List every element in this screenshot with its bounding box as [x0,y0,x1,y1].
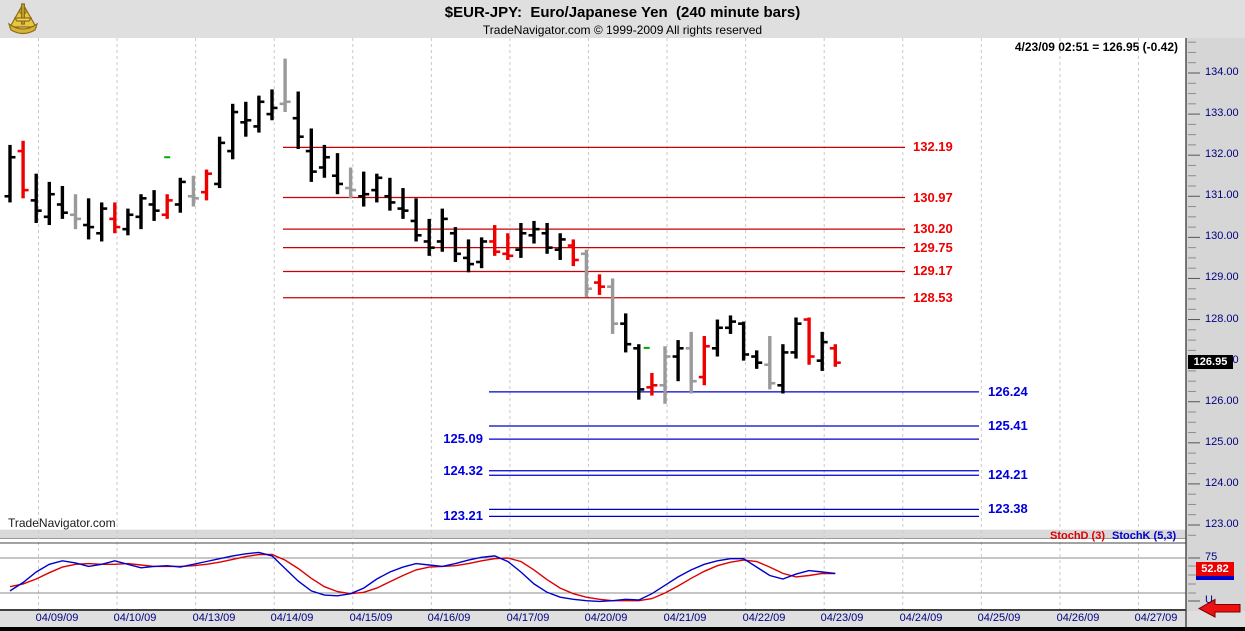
current-price-badge: 126.95 [1188,355,1233,369]
stoch-badge-underline [1196,576,1234,580]
support-label: 123.38 [988,501,1028,517]
date-axis-label: 04/24/09 [899,612,943,624]
last-quote-info: 4/23/09 02:51 = 126.95 (-0.42) [1014,40,1178,54]
support-label: 124.32 [443,462,483,478]
date-axis-label: 04/23/09 [820,612,864,624]
support-label: 125.09 [443,431,483,447]
date-axis-label: 04/25/09 [977,612,1021,624]
chart-title: $EUR-JPY: Euro/Japanese Yen (240 minute … [444,4,801,21]
sextant-icon [7,2,39,35]
header-band [0,0,1245,38]
date-axis-label: 04/22/09 [742,612,786,624]
date-axis-strip [0,611,1245,627]
date-axis-label: 04/17/09 [506,612,550,624]
support-label: 123.21 [443,508,483,524]
date-axis-label: 04/27/09 [1134,612,1178,624]
price-axis-strip [1186,38,1245,611]
date-axis-label: 04/10/09 [113,612,157,624]
panel-splitter[interactable] [0,529,1186,539]
stochk-curve [9,551,836,603]
date-axis-label: 04/09/09 [35,612,79,624]
date-axis-label: 04/14/09 [270,612,314,624]
price-axis-label: 125.00 [1205,435,1239,448]
date-axis-label: 04/21/09 [663,612,707,624]
stoch-value-badge: 52.82 [1196,562,1234,576]
legend-stochd[interactable]: StochD (3) [1050,530,1105,542]
bottom-border [0,627,1245,631]
stochd-curve [9,553,836,602]
resistance-label: 129.17 [913,263,953,279]
price-axis-label: 133.00 [1205,107,1239,120]
resistance-label: 130.97 [913,189,953,205]
resistance-label: 129.75 [913,239,953,255]
price-axis-label: 126.00 [1205,394,1239,407]
price-axis-label: 128.00 [1205,312,1239,325]
chart-subtitle: TradeNavigator.com © 1999-2009 All right… [482,23,763,37]
date-axis-label: 04/13/09 [192,612,236,624]
price-axis-label: 130.00 [1205,230,1239,243]
price-axis-label: 132.00 [1205,148,1239,161]
scroll-left-arrow[interactable] [1197,598,1241,618]
support-label: 125.41 [988,417,1028,433]
price-axis-label: 129.00 [1205,271,1239,284]
resistance-label: 128.53 [913,289,953,305]
price-axis-label: 134.00 [1205,66,1239,78]
price-axis-label: 123.00 [1205,517,1239,530]
date-axis-label: 04/16/09 [427,612,471,624]
support-label: 126.24 [988,383,1028,399]
price-axis-label: 131.00 [1205,189,1239,202]
stoch-upper-tick-label: 75 [1205,551,1218,563]
support-label: 124.21 [988,467,1028,483]
legend-stochk[interactable]: StochK (5,3) [1112,530,1177,542]
stoch-lower-tick-label: U [1205,594,1213,606]
resistance-label: 132.19 [913,139,953,155]
watermark-text: TradeNavigator.com [8,516,116,530]
date-axis-label: 04/15/09 [349,612,393,624]
price-axis-label: 124.00 [1205,476,1239,489]
date-axis-label: 04/20/09 [584,612,628,624]
resistance-label: 130.20 [913,221,953,237]
date-axis-label: 04/26/09 [1056,612,1100,624]
